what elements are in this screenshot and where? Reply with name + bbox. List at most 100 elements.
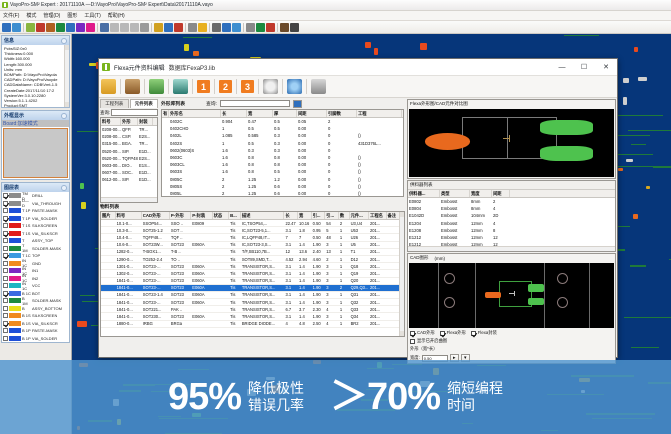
table-row[interactable]: 0402L 1.085 0.585 0.3 0.00 0(): [162, 132, 403, 139]
bom-vscroll[interactable]: [399, 212, 404, 336]
light-icon[interactable]: [198, 23, 207, 32]
table-row[interactable]: 0208-00... QFP. TR...: [101, 126, 157, 133]
bom-column-header[interactable]: 状态: [213, 212, 230, 219]
check-icon[interactable]: [256, 23, 265, 32]
bom-column-header[interactable]: 引...: [312, 212, 326, 219]
table-row[interactable]: 0805L 2 1.25 0.6 0.00 0(): [162, 190, 403, 197]
table-row[interactable]: E1212 Embosst 12mm 12: [408, 234, 615, 241]
download-icon[interactable]: [263, 79, 278, 94]
outline-grid[interactable]: 有外形名长宽厚间距 引脚数 工程 0402C 0.904 0.47 0.5 0.05 2 040…: [161, 109, 404, 197]
save-icon[interactable]: [293, 100, 302, 108]
report-icon[interactable]: [232, 23, 241, 32]
layer-row[interactable]: B 1P VIA_SOLDER: [2, 335, 69, 343]
feeder-column-header[interactable]: 供料器...: [408, 190, 440, 197]
layer-color-swatch[interactable]: [9, 268, 21, 273]
layer-visibility-checkbox[interactable]: [3, 208, 8, 213]
table-icon[interactable]: [222, 23, 231, 32]
layer-visibility-checkbox[interactable]: [3, 328, 8, 333]
print-icon[interactable]: [12, 23, 21, 32]
table-row[interactable]: E0804 Embosst 8mm 4: [408, 205, 615, 212]
measure-icon[interactable]: [100, 23, 109, 32]
open-folder-icon[interactable]: [101, 79, 116, 94]
menu-item-graphics[interactable]: 图形: [67, 12, 77, 19]
info-scrollbar[interactable]: [64, 45, 69, 107]
layer-color-swatch[interactable]: [9, 306, 21, 311]
zoom-out-icon[interactable]: [120, 23, 129, 32]
tab-project-list[interactable]: 工程列表: [100, 99, 129, 108]
layer-row[interactable]: T 1P PASTE-MASK: [2, 207, 69, 215]
flexa-outline-checkbox[interactable]: [440, 331, 445, 336]
layer-visibility-checkbox[interactable]: [3, 246, 8, 251]
layer-row[interactable]: T 1S VIA_SILKSCR: [2, 230, 69, 238]
bom-column-header[interactable]: B...: [229, 212, 241, 219]
table-row[interactable]: E1042D Embosst 104mm 2D: [408, 212, 615, 219]
bom-column-header[interactable]: 引...: [325, 212, 339, 219]
feeder-grid-rows[interactable]: E0802 Embosst 8mm 2 E0804 Embosst 8mm 4 E1042D Em…: [408, 198, 615, 251]
part-query-input[interactable]: [111, 109, 158, 116]
outline-column-header[interactable]: 有: [162, 110, 169, 117]
layers-list[interactable]: TM D DRILL D— D VIA_THROUGH T 1P PASTE-MASK T …: [2, 192, 69, 342]
layer-visibility-checkbox[interactable]: [3, 313, 8, 318]
layer-icon[interactable]: [56, 23, 65, 32]
stop-icon[interactable]: [266, 23, 275, 32]
layer-color-swatch[interactable]: [9, 313, 21, 318]
import-icon[interactable]: [125, 79, 140, 94]
table-row[interactable]: 0520-00... TQFP48 E2S...: [101, 155, 157, 162]
pin-icon[interactable]: [76, 23, 85, 32]
mark-icon[interactable]: [86, 23, 95, 32]
layer-color-swatch[interactable]: [9, 276, 21, 281]
layer-color-swatch[interactable]: [9, 201, 21, 206]
layer-row[interactable]: T 1S SILKSCREEN: [2, 222, 69, 230]
outline-column-header[interactable]: 厚: [273, 110, 297, 117]
layer-row[interactable]: B 1S SILKSCREEN: [2, 312, 69, 320]
table-row[interactable]: 10.3-0... SOT25-1.2 SOT .. Tis IC,SOT23-5,1.…: [101, 227, 404, 234]
cad-outline-checkbox[interactable]: [410, 331, 415, 336]
bom-grid[interactable]: 图片 料号 CAD外形 P-外形 P-封装 状态 B... 描述长宽引... 引... 数元件..…: [100, 211, 405, 337]
zoom-in-icon[interactable]: [110, 23, 119, 32]
table-row[interactable]: 1301-0... SOT23-... SOT23 E060A Tis TRANSISTO…: [101, 263, 404, 270]
minimize-button[interactable]: —: [551, 59, 573, 76]
table-row[interactable]: 1841-0... SOT23-... SOT23 E060A Tis TRANSISTO…: [101, 278, 404, 285]
table-row[interactable]: 1282-0... T-BOX1... T-B .. Tis T/F,SB110,7B.…: [101, 249, 404, 256]
list-icon[interactable]: [246, 23, 255, 32]
layer-color-swatch[interactable]: [9, 283, 21, 288]
menu-item-file[interactable]: 文件(F): [3, 12, 19, 19]
layer-color-swatch[interactable]: [9, 328, 21, 333]
tab-component-list[interactable]: 元件列表: [130, 99, 159, 108]
bom-grid-rows[interactable]: 10.1-0... SSOP54... SSO .. E0809 Tis IC,TSOP5…: [101, 220, 404, 328]
menu-item-manage[interactable]: 管理(D): [43, 12, 60, 19]
layer-row[interactable]: T 1M SOLDER-MASK: [2, 245, 69, 253]
table-row[interactable]: 0603S 1.6 0.8 0.5 0.00 0(): [162, 168, 403, 175]
table-row[interactable]: 0602(0603)S 1.6 0.3 0.3 0.00 0: [162, 147, 403, 154]
menu-item-help[interactable]: 帮助(H): [108, 12, 125, 19]
route-icon[interactable]: [164, 23, 173, 32]
outline-column-header[interactable]: 长: [221, 110, 247, 117]
table-row[interactable]: 0603C 1.6 0.8 0.8 0.00 0 (): [162, 154, 403, 161]
board-icon[interactable]: [46, 23, 55, 32]
menu-item-mode[interactable]: 模式: [26, 12, 36, 19]
outline-column-header[interactable]: 工程: [357, 110, 402, 117]
feeder-grid[interactable]: 供料器... 类型 宽度 间距 E0802 Embosst 8mm 2 E0804 Emboss…: [408, 189, 615, 251]
table-row[interactable]: 0603CL 1.6 0.8 0.8 0.00 0(): [162, 161, 403, 168]
outline-column-header[interactable]: 宽: [247, 110, 273, 117]
zoom-fit-icon[interactable]: [130, 23, 139, 32]
layer-visibility-checkbox[interactable]: [3, 216, 8, 221]
table-row[interactable]: E0802 Embosst 8mm 2: [408, 198, 615, 205]
part-column-header[interactable]: 封装: [138, 118, 153, 125]
rotate-icon[interactable]: [188, 23, 197, 32]
layer-color-swatch[interactable]: [9, 336, 21, 341]
layer-visibility-checkbox[interactable]: [3, 261, 8, 266]
bom-column-header[interactable]: P-外形: [170, 212, 191, 219]
part-column-header[interactable]: 外形: [121, 118, 138, 125]
layer-visibility-checkbox[interactable]: [3, 336, 8, 341]
step-2-button[interactable]: 2: [219, 80, 232, 93]
layer-row[interactable]: B 1S VIA_SILKSCR: [2, 320, 69, 328]
layer-color-swatch[interactable]: [9, 238, 21, 243]
layer-visibility-checkbox[interactable]: [3, 291, 8, 296]
table-row[interactable]: 0402S 1 0.5 0.3 0.00 0 431D376L...: [162, 140, 403, 147]
layer-visibility-checkbox[interactable]: [3, 276, 8, 281]
table-row[interactable]: 0612-00... SIP. E1D...: [101, 176, 157, 183]
layer-row[interactable]: B 1C BOT: [2, 290, 69, 298]
layer-row[interactable]: T 1P VIA_SOLDER: [2, 215, 69, 223]
layer-visibility-checkbox[interactable]: [3, 268, 8, 273]
